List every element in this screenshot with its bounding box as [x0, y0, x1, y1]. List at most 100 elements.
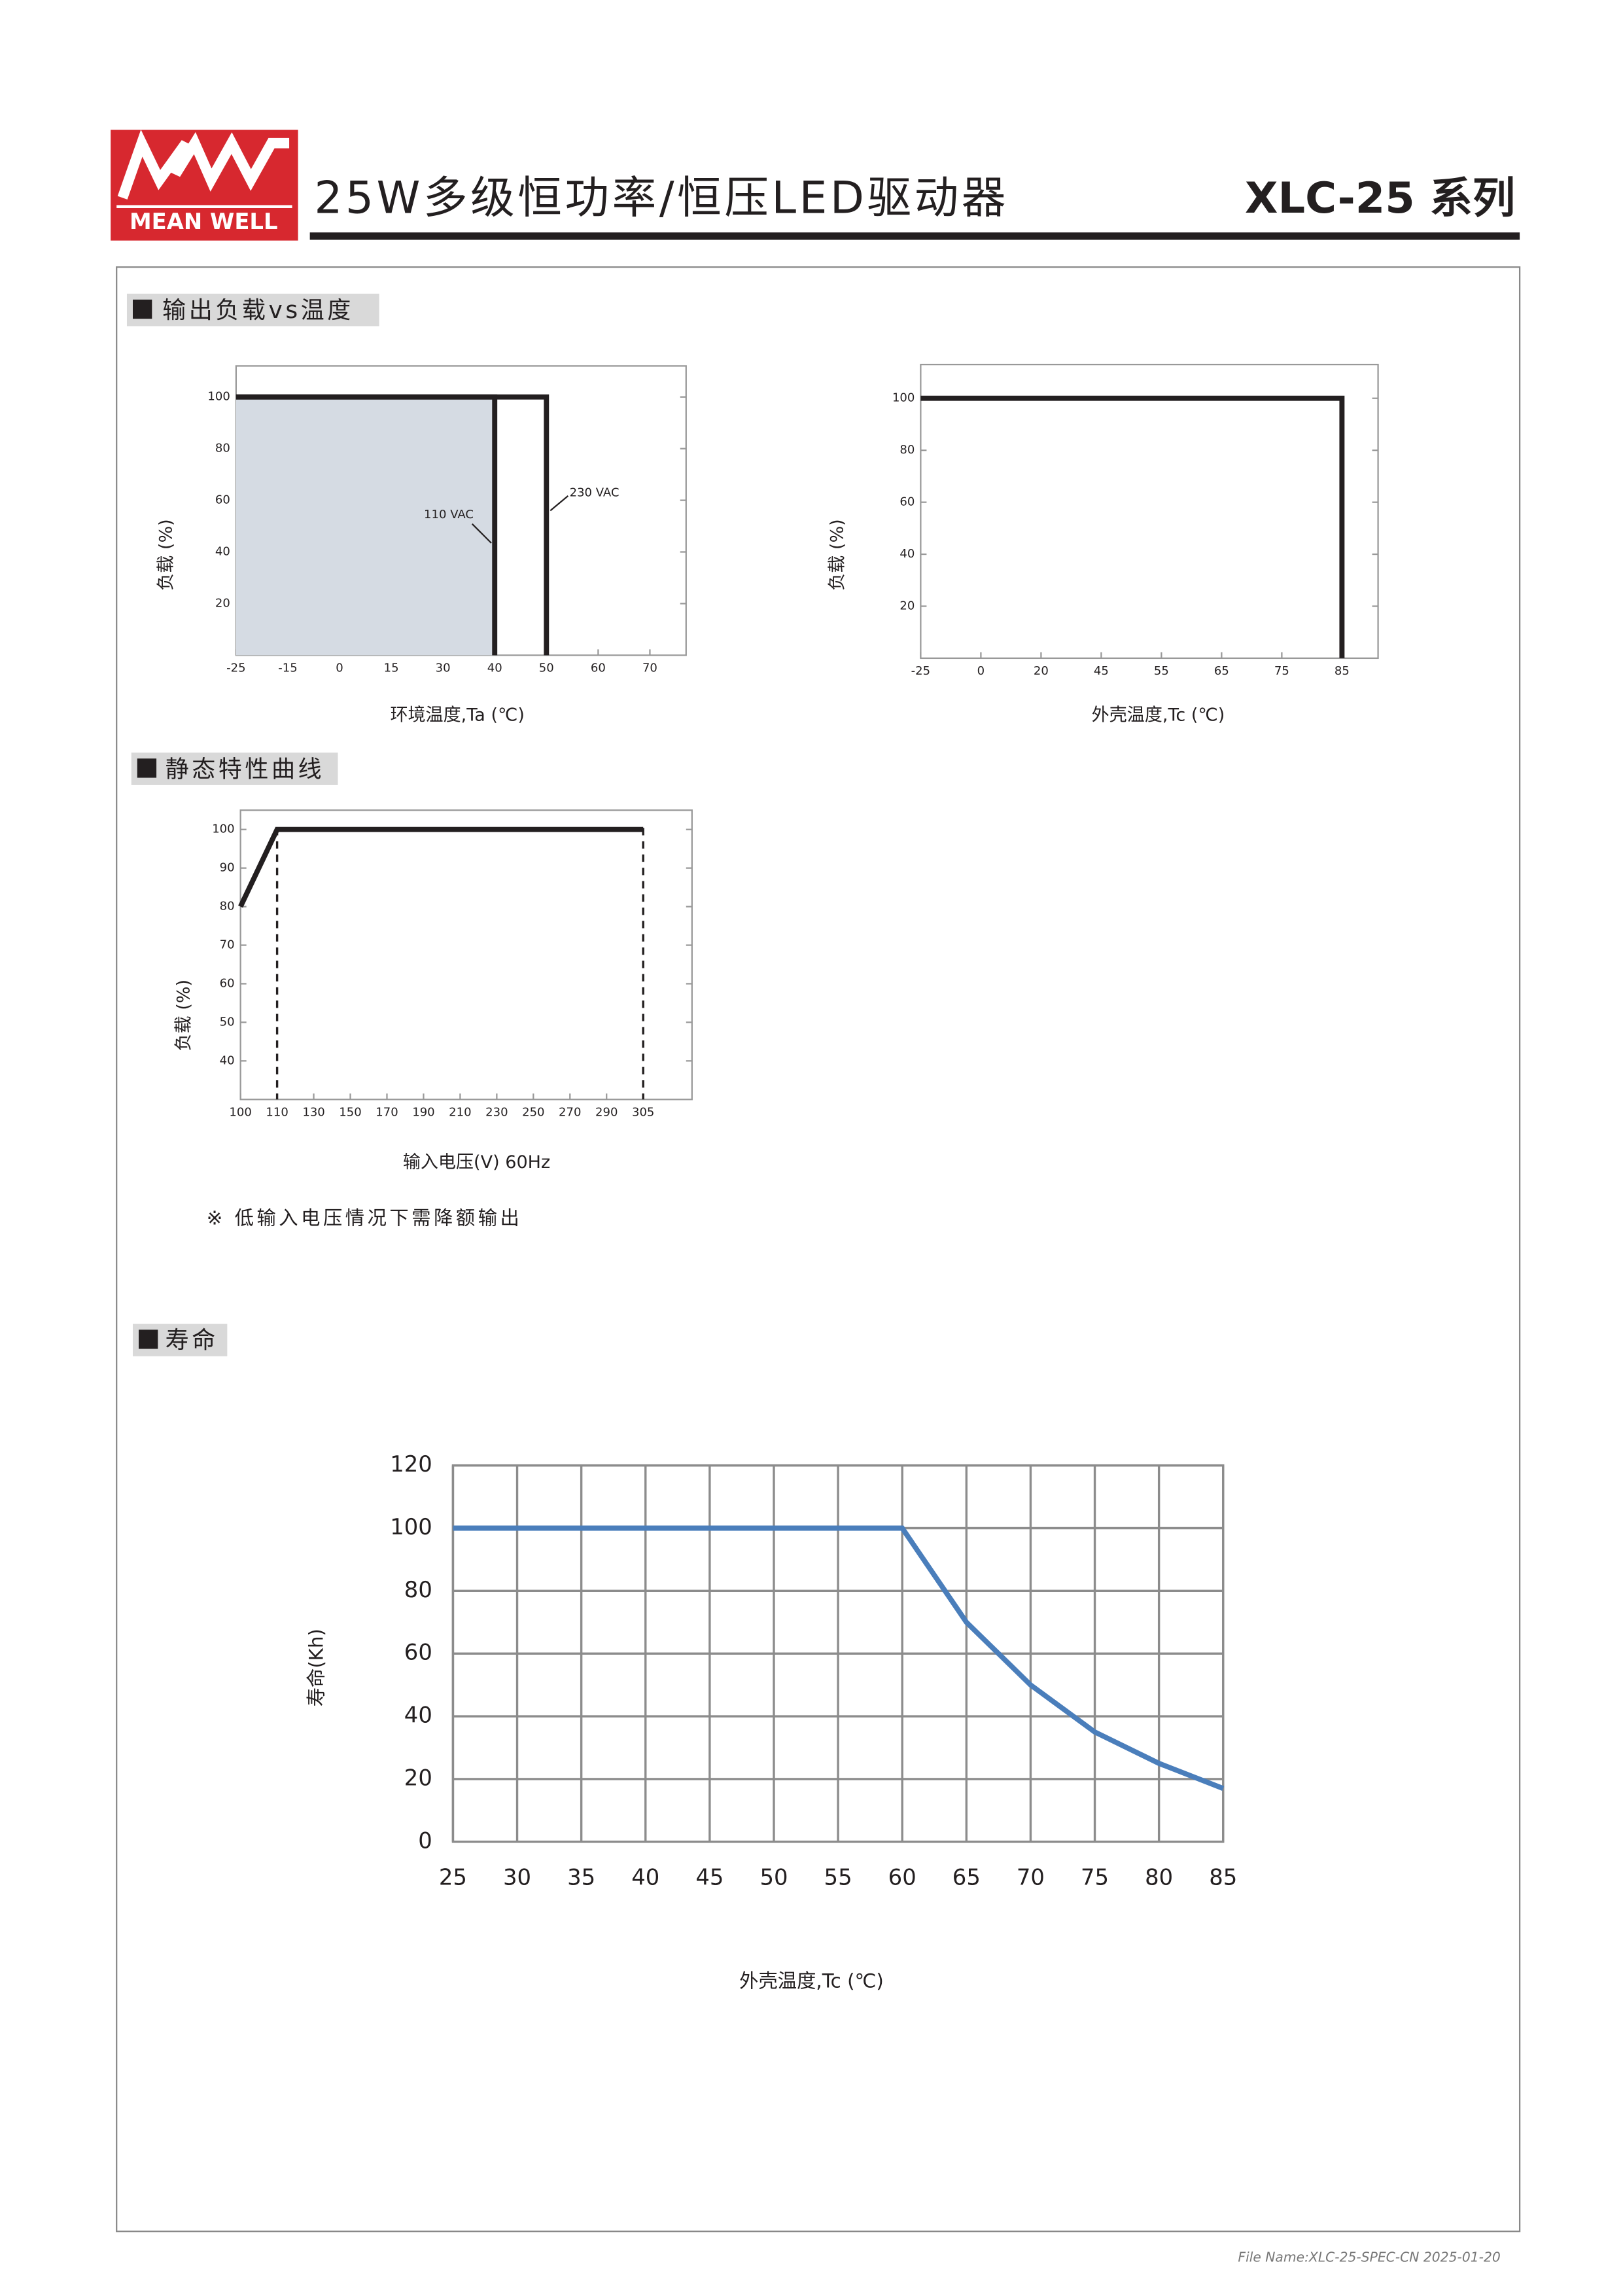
section-title: 静态特性曲线: [166, 755, 325, 783]
x-tick-label: 30: [503, 1865, 531, 1890]
plot-frame: [920, 363, 1379, 660]
y-axis-label: 负载 (%): [828, 519, 848, 591]
x-tick-label: 250: [522, 1106, 544, 1120]
y-tick-label: 60: [220, 976, 235, 990]
x-tick-label: 290: [595, 1106, 618, 1120]
area: [236, 397, 495, 656]
section-bullet: [139, 1330, 158, 1349]
x-tick-label: 60: [888, 1865, 916, 1890]
x-tick-label: 25: [439, 1865, 467, 1890]
y-tick-label: 90: [220, 861, 235, 875]
y-tick-label: 40: [404, 1703, 432, 1728]
y-tick-label: 100: [207, 390, 230, 404]
x-tick-label: 85: [1209, 1865, 1237, 1890]
x-tick-label: 45: [695, 1865, 724, 1890]
x-axis-label: 输入电压(V) 60Hz: [403, 1152, 550, 1173]
section-bullet: [137, 758, 157, 778]
y-tick-label: 60: [404, 1640, 432, 1665]
series-label: 230 VAC: [570, 486, 620, 499]
y-tick-label: 20: [899, 599, 915, 612]
section-bg: [126, 293, 379, 327]
y-tick-label: 100: [212, 822, 234, 836]
section-bullet: [133, 299, 152, 319]
line: [920, 395, 1345, 658]
x-tick-label: 20: [1034, 664, 1049, 678]
x-tick-label: 0: [977, 664, 985, 678]
y-tick-label: 40: [220, 1053, 235, 1067]
x-tick-label: 50: [539, 662, 554, 675]
y-tick-label: 0: [418, 1828, 432, 1853]
x-tick-label: -25: [226, 662, 245, 675]
leader-line: [550, 495, 569, 512]
x-tick-label: 85: [1335, 664, 1350, 678]
y-axis-label: 寿命(Kh): [305, 1629, 327, 1706]
y-tick-label: 50: [220, 1015, 235, 1029]
y-tick-label: 100: [892, 391, 915, 405]
section-title: 输出负载vs温度: [162, 296, 354, 324]
x-tick-label: 150: [339, 1106, 361, 1120]
leader-line: [471, 523, 492, 544]
y-tick-label: 80: [220, 900, 235, 913]
y-axis-label: 负载 (%): [156, 519, 176, 591]
x-tick-label: 40: [631, 1865, 659, 1890]
x-tick-label: 110: [266, 1106, 288, 1120]
x-tick-label: 60: [591, 662, 606, 675]
x-axis-label: 外壳温度,Tc (℃): [739, 1970, 884, 1992]
x-tick-label: 70: [642, 662, 657, 675]
section-bg: [131, 752, 338, 785]
plot-frame: [239, 809, 693, 1101]
doc-title: 25W多级恒功率/恒压LED驱动器: [314, 171, 1009, 223]
footer: File Name:XLC-25-SPEC-CN 2025-01-20: [1238, 2249, 1500, 2265]
x-tick-label: 230: [485, 1106, 508, 1120]
y-tick-label: 20: [404, 1765, 432, 1790]
x-tick-label: 170: [375, 1106, 398, 1120]
y-tick-label: 80: [404, 1577, 432, 1602]
y-tick-label: 60: [899, 495, 915, 509]
x-tick-label: -25: [911, 664, 930, 678]
x-tick-label: 40: [487, 662, 502, 675]
y-tick-label: 80: [215, 442, 230, 455]
x-axis-label: 外壳温度,Tc (℃): [1092, 705, 1225, 725]
y-tick-label: 100: [390, 1514, 432, 1540]
series-label: 110 VAC: [424, 508, 474, 521]
x-tick-label: 270: [559, 1106, 581, 1120]
y-tick-label: 80: [899, 443, 915, 457]
x-tick-label: 305: [632, 1106, 654, 1120]
x-tick-label: 30: [436, 662, 451, 675]
x-tick-label: 55: [1154, 664, 1169, 678]
x-tick-label: 65: [952, 1865, 981, 1890]
line: [453, 1525, 1225, 1791]
x-tick-label: 190: [412, 1106, 434, 1120]
x-tick-label: 15: [384, 662, 399, 675]
x-tick-label: 130: [302, 1106, 324, 1120]
x-tick-label: 55: [824, 1865, 852, 1890]
line: [236, 394, 550, 656]
y-tick-label: 70: [220, 938, 235, 952]
model: XLC-25 系列: [1245, 173, 1515, 223]
x-tick-label: 35: [567, 1865, 595, 1890]
logo-text: MEAN WELL: [130, 209, 278, 234]
logo-mark: [117, 130, 290, 200]
y-tick-label: 120: [390, 1451, 432, 1477]
x-tick-label: 210: [449, 1106, 471, 1120]
x-axis-label: 环境温度,Ta (℃): [390, 705, 524, 725]
x-tick-label: 65: [1214, 664, 1229, 678]
y-tick-label: 40: [215, 545, 230, 559]
x-tick-label: 0: [336, 662, 343, 675]
x-tick-label: 70: [1017, 1865, 1045, 1890]
y-axis-label: 负载 (%): [173, 980, 194, 1051]
x-tick-label: 50: [759, 1865, 788, 1890]
x-tick-label: 75: [1081, 1865, 1109, 1890]
page-frame: [116, 266, 1521, 2233]
y-tick-label: 40: [899, 547, 915, 561]
section-title: 寿命: [166, 1326, 218, 1354]
y-tick-label: 20: [215, 596, 230, 610]
note: ※ 低输入电压情况下需降额输出: [207, 1207, 523, 1229]
x-tick-label: -15: [278, 662, 297, 675]
x-tick-label: 75: [1274, 664, 1289, 678]
x-tick-label: 100: [229, 1106, 251, 1120]
x-tick-label: 80: [1145, 1865, 1173, 1890]
